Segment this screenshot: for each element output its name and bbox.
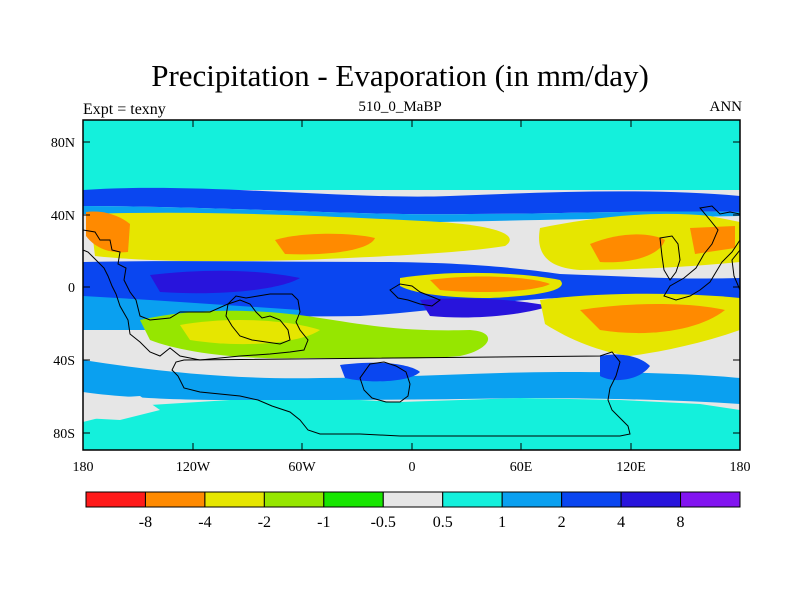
x-tick-label: 120W [176, 460, 211, 475]
colorbar-label: -2 [258, 514, 271, 531]
tropical-wet-core-1 [150, 270, 300, 294]
colorbar-swatch [442, 491, 503, 508]
colorbar-swatch [680, 491, 741, 508]
colorbar-label: 2 [558, 514, 566, 531]
x-tick-label: 60E [510, 460, 533, 475]
equatorial-island-coast [389, 283, 442, 307]
colorbar-swatch [204, 491, 265, 508]
antarctic-band [83, 428, 740, 450]
colorbar-swatch [620, 491, 682, 508]
southwest-neutral-patch [83, 396, 160, 420]
colorbar-swatch [85, 491, 146, 508]
west-dry-core [86, 211, 130, 253]
northern-storm-track [83, 187, 740, 215]
equatorial-max-dry [430, 276, 550, 292]
y-tick-label: 40S [53, 354, 75, 369]
colorbar-label: 8 [677, 514, 685, 531]
northeast-continent-coast [663, 205, 741, 301]
colorbar-swatch [263, 491, 325, 508]
coastlines [82, 205, 741, 437]
colorbar-swatch [501, 491, 563, 508]
chart-title: Precipitation - Evaporation (in mm/day) [151, 58, 649, 93]
tropical-wet-core-2 [420, 298, 550, 318]
colorbar-label: -8 [139, 514, 152, 531]
western-continent-coast [82, 229, 309, 361]
eastern-island-coast [659, 235, 681, 281]
season-label: ANN [709, 99, 743, 115]
east-dry-core [690, 226, 735, 254]
x-tick-label: 120E [616, 460, 646, 475]
colorbar [85, 491, 741, 508]
x-tick-label: 180 [73, 460, 94, 475]
y-tick-label: 0 [68, 281, 75, 296]
y-tick-label: 80S [53, 427, 75, 442]
colorbar-label: -1 [317, 514, 330, 531]
map-field [83, 120, 740, 450]
asia-max-dry [590, 234, 665, 263]
colorbar-label: 4 [617, 514, 625, 531]
southern-cyan-field [83, 398, 740, 430]
y-tick-labels: 80N 40N 0 40S 80S [51, 136, 75, 442]
gondwana-coast [171, 351, 631, 437]
arctic-band [83, 120, 740, 190]
x-tick-label: 180 [730, 460, 751, 475]
x-tick-label: 0 [409, 460, 416, 475]
inner-lake-coast [225, 299, 291, 345]
southern-island-coast [359, 361, 411, 403]
y-tick-label: 80N [51, 136, 75, 151]
north-pacific-max-dry [275, 233, 375, 255]
eastern-edge-coast [731, 249, 741, 291]
southern-wet-patch-2 [600, 354, 650, 381]
colorbar-swatch [382, 491, 444, 508]
colorbar-label: 0.5 [433, 514, 453, 531]
colorbar-label: -0.5 [371, 514, 396, 531]
y-tick-label: 40N [51, 209, 75, 224]
colorbar-labels: -8 -4 -2 -1 -0.5 0.5 1 2 4 8 [139, 514, 685, 531]
axis-ticks [83, 120, 740, 450]
experiment-label: Expt = texny [83, 101, 166, 118]
chart-subtitle: 510_0_MaBP [358, 99, 442, 115]
southern-wet-patch-1 [340, 362, 420, 382]
colorbar-swatch [323, 491, 384, 508]
colorbar-label: -4 [198, 514, 211, 531]
x-tick-labels: 180 120W 60W 0 60E 120E 180 [73, 460, 751, 475]
x-tick-label: 60W [288, 460, 316, 475]
northern-blue-edge [83, 206, 740, 222]
colorbar-label: 1 [498, 514, 506, 531]
colorbar-swatch [144, 491, 206, 508]
south-indian-max-dry [580, 304, 725, 334]
southern-storm-track [83, 360, 740, 404]
colorbar-swatch [561, 491, 622, 508]
